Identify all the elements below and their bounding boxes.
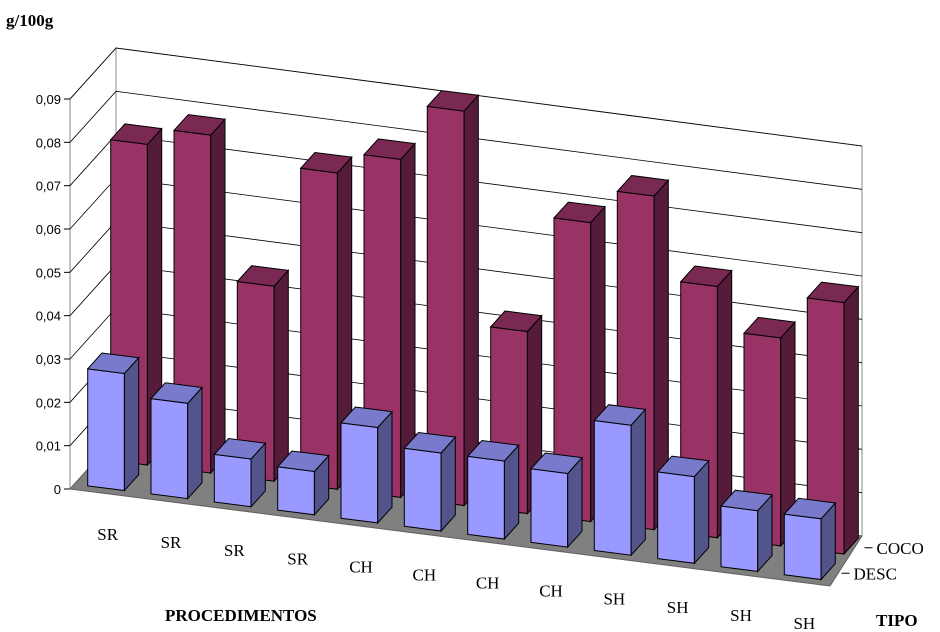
bar-coco-3-top: [236, 265, 290, 287]
bar-coco-5-top: [362, 138, 417, 160]
bar-desc-5-front: [340, 422, 379, 524]
bar-coco-7-top: [489, 310, 543, 333]
bar-desc-8-top: [529, 452, 584, 475]
bar-coco-12: [806, 281, 860, 556]
bar-desc-5: [339, 406, 394, 525]
depth-axis-title: TIPO: [876, 611, 918, 630]
bar-desc-10-top: [656, 455, 710, 478]
category-label: SR: [224, 541, 245, 560]
y-tick-label: 0,02: [36, 395, 61, 410]
y-axis-title: g/100g: [6, 11, 54, 30]
bar-coco-6-side: [463, 93, 479, 507]
category-label: CH: [413, 565, 437, 584]
series-labels: DESC COCO: [841, 539, 924, 583]
bar-desc-8: [529, 452, 584, 549]
y-tick-label: 0,08: [36, 135, 61, 150]
bar-desc-7-top: [466, 439, 520, 462]
y-tick-label: 0: [54, 482, 61, 497]
bar-coco-10-top: [679, 265, 733, 288]
category-label: SH: [667, 598, 689, 617]
bar-desc-1-side: [123, 356, 140, 492]
bars: [86, 90, 860, 581]
bar-coco-4: [299, 151, 353, 491]
bar-desc-6: [403, 431, 457, 533]
y-tick-label: 0,04: [36, 309, 61, 324]
bar-desc-4-front: [277, 466, 315, 516]
y-tick-label: 0,09: [36, 92, 61, 107]
bar-coco-8-top: [552, 201, 607, 224]
y-tick-labels: 0 0,01 0,02 0,03 0,04 0,05 0,06 0,07 0,08 0,09: [36, 92, 61, 497]
bar-desc-6-top: [403, 431, 457, 454]
bar-coco-12-top: [806, 281, 860, 304]
bar-desc-8-front: [530, 468, 569, 548]
bar-desc-9: [593, 404, 647, 557]
bar-desc-9-top: [593, 404, 647, 426]
bar-coco-9-top: [616, 174, 670, 197]
bar-desc-3-top: [213, 437, 267, 460]
bar-desc-9-front: [593, 419, 632, 556]
bar-desc-1-top: [86, 352, 140, 375]
category-label: SR: [97, 525, 118, 544]
category-label: SH: [730, 606, 752, 625]
bar-desc-3: [213, 437, 267, 509]
bar-coco-4-front: [300, 167, 338, 490]
bar-coco-6-top: [426, 90, 480, 112]
category-label: SH: [793, 614, 815, 632]
bar-desc-12: [783, 497, 837, 581]
bar-desc-2-side: [187, 386, 203, 500]
category-label: CH: [476, 574, 500, 593]
bar-desc-2: [149, 382, 204, 500]
bar-desc-11-front: [720, 505, 759, 572]
category-label: CH: [349, 557, 373, 576]
bar-coco-3: [236, 265, 290, 483]
bar-desc-12-top: [783, 497, 837, 520]
bar-coco-3-side: [273, 269, 289, 483]
bar-coco-1-top: [109, 123, 163, 145]
category-label: SR: [161, 533, 182, 552]
y-tick-label: 0,07: [36, 179, 61, 194]
bar-desc-11-top: [719, 489, 774, 512]
series-label: COCO: [877, 539, 924, 558]
y-tick-label: 0,03: [36, 352, 61, 367]
bar-desc-5-side: [377, 410, 393, 525]
bar-desc-6-front: [403, 447, 442, 532]
bar-desc-4: [276, 450, 330, 517]
bar-desc-7: [466, 439, 520, 541]
bar-coco-6: [426, 90, 480, 507]
bar-desc-10-front: [657, 471, 695, 564]
bar-desc-4-top: [276, 450, 330, 473]
bar-desc-1-front: [87, 368, 125, 492]
bar-coco-2-top: [172, 114, 227, 136]
bar-desc-12-front: [783, 513, 822, 581]
gridline: [69, 90, 863, 190]
bar-desc-2-front: [150, 398, 189, 500]
series-label: DESC: [854, 564, 897, 583]
bar-desc-10: [656, 455, 710, 565]
y-tick-label: 0,01: [36, 439, 61, 454]
y-tick-label: 0,05: [36, 265, 61, 280]
bar-coco-11-top: [742, 316, 797, 339]
bar-desc-5-top: [339, 406, 394, 429]
y-tick-label: 0,06: [36, 222, 61, 237]
category-label: SR: [287, 549, 308, 568]
bar-desc-2-top: [149, 382, 204, 404]
bar-desc-3-front: [213, 453, 252, 508]
category-labels: SR SR SR SR CH CH CH CH SH SH SH SH: [97, 525, 815, 632]
bar-desc-7-front: [467, 455, 505, 540]
bar-coco-2-side: [210, 118, 226, 475]
bar-desc-11: [719, 489, 774, 573]
bar-coco-12-side: [843, 285, 859, 556]
x-axis-title: PROCEDIMENTOS: [165, 606, 317, 625]
gridline: [69, 47, 863, 147]
bar-desc-10-side: [693, 459, 710, 565]
bar-coco-4-top: [299, 151, 353, 174]
bar-desc-9-side: [630, 408, 646, 557]
category-label: CH: [539, 582, 563, 601]
bar-desc-1: [86, 352, 140, 492]
category-label: SH: [603, 590, 625, 609]
